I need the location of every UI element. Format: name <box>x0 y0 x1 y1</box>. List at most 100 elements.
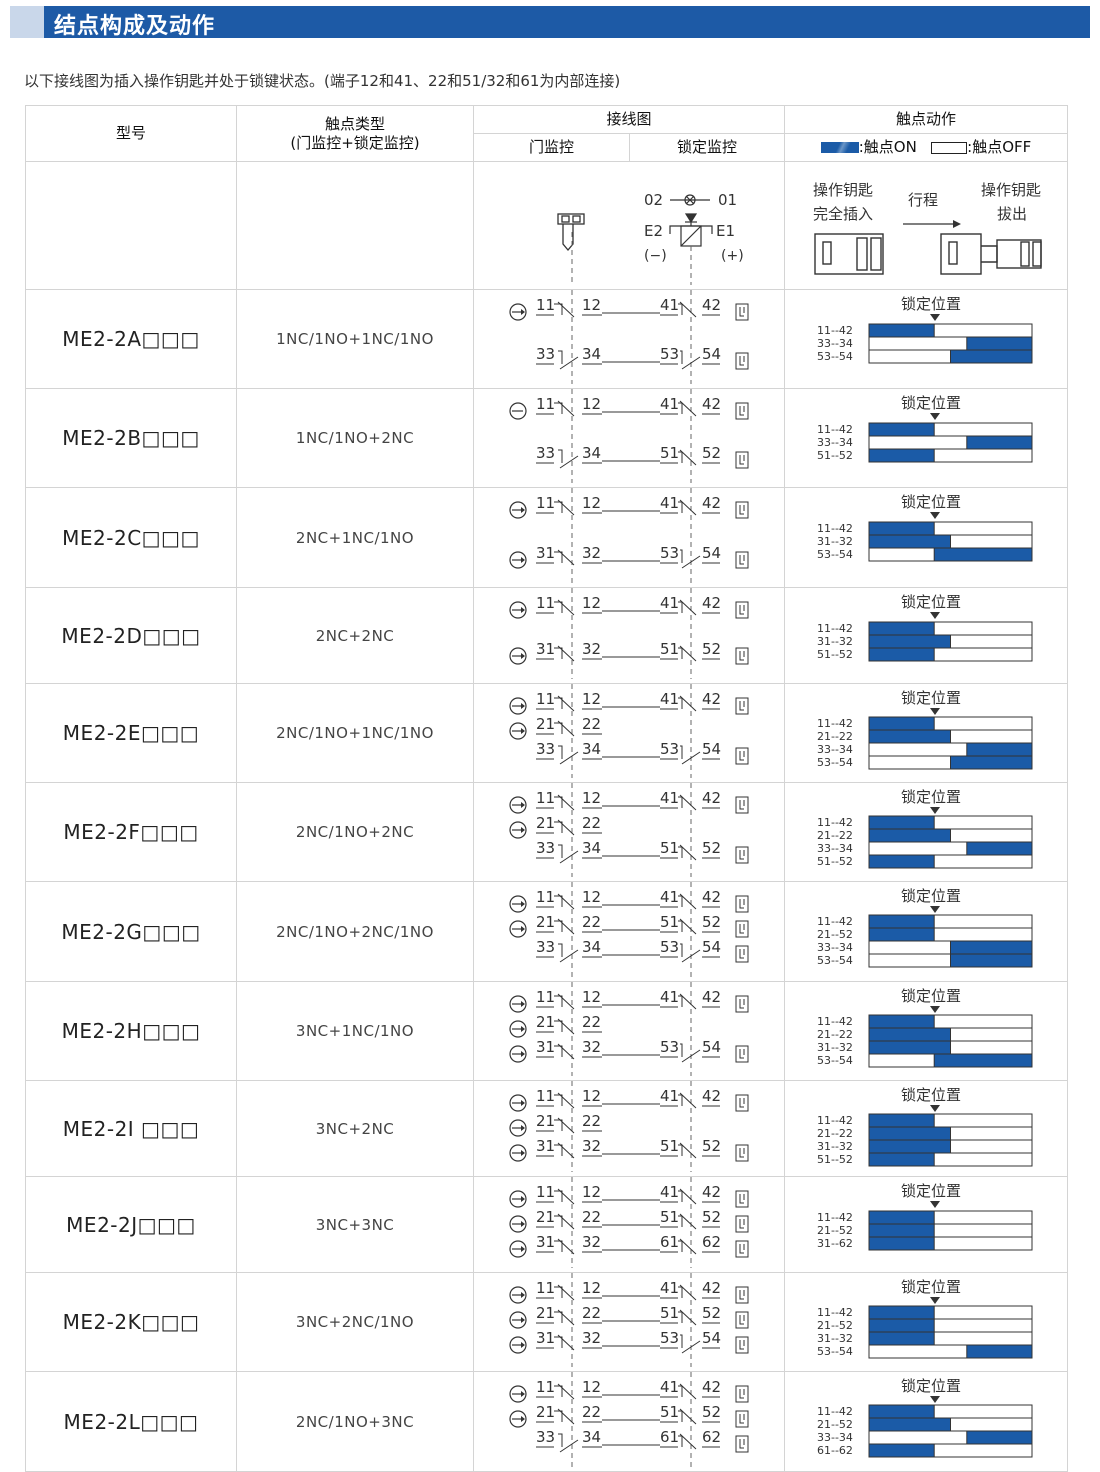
contact-pair-label: 11--42 <box>817 717 853 730</box>
header-wiring: 接线图 <box>472 105 786 134</box>
terminal-label: 12 <box>582 1183 601 1201</box>
direct-opening-icon <box>509 821 527 839</box>
nc-contact-symbol <box>554 1238 575 1255</box>
contact-type-cell: 2NC/1NO+2NC <box>236 782 474 882</box>
contact-on-bar <box>868 1040 952 1055</box>
terminal-label: 12 <box>582 395 601 413</box>
lock-position-label: 锁定位置 <box>901 1278 961 1296</box>
contact-pair-label: 21--22 <box>817 730 853 743</box>
section-title: 结点构成及动作 <box>54 14 216 39</box>
lock-contact-icon <box>735 945 749 963</box>
table-row: ME2-2F□□□ 2NC/1NO+2NC 11 12 41 42 21 22 33 34 51 52… <box>25 782 1069 882</box>
terminal-label: 51 <box>660 1137 679 1155</box>
contact-table: 型号 触点类型 (门监控+锁定监控) 接线图 触点动作 门监控 锁定监控 :触点… <box>25 105 1069 1472</box>
contact-pair-label: 21--52 <box>817 1224 853 1237</box>
contact-pair-label: 53--54 <box>817 1345 853 1358</box>
wiring-cell: 11 12 41 42 31 32 51 52 <box>472 587 786 684</box>
direct-opening-icon <box>509 1045 527 1063</box>
lock-position-marker <box>930 612 941 619</box>
nc-contact-symbol <box>554 1383 575 1400</box>
table-row: ME2-2C□□□ 2NC+1NC/1NO 11 12 41 42 31 32 53 54 锁定位置… <box>25 487 1069 588</box>
intro-text: 以下接线图为插入操作钥匙并处于锁键状态。(端子12和41、22和51/32和61… <box>24 72 621 90</box>
direct-opening-icon <box>509 1311 527 1329</box>
terminal-label: 33 <box>536 345 555 363</box>
nc-contact-symbol <box>554 645 575 662</box>
contact-on-bar <box>868 1113 935 1128</box>
terminal-label: 54 <box>702 740 721 758</box>
contact-pair-label: 33--34 <box>817 436 853 449</box>
terminal-label: 42 <box>702 395 721 413</box>
nc-contact-symbol <box>678 499 697 516</box>
terminal-label: 12 <box>582 1378 601 1396</box>
terminal-label: 31 <box>536 544 555 562</box>
terminal-label: 12 <box>582 296 601 314</box>
nc-contact-symbol <box>678 1433 697 1450</box>
direct-opening-icon <box>509 1240 527 1258</box>
lock-contact-icon <box>735 451 749 469</box>
contact-on-bar <box>868 323 935 338</box>
lock-contact-icon <box>735 697 749 715</box>
nc-contact-symbol <box>678 695 697 712</box>
model-cell: ME2-2K□□□ <box>25 1272 237 1372</box>
lock-position-marker <box>930 1006 941 1013</box>
title-accent <box>10 6 44 38</box>
contact-pair-label: 51--52 <box>817 449 853 462</box>
terminal-label: 11 <box>536 594 555 612</box>
term-01: 01 <box>718 191 737 209</box>
terminal-label: 62 <box>702 1233 721 1251</box>
nc-contact-symbol <box>678 918 697 935</box>
header-action: 触点动作 <box>784 105 1069 134</box>
contact-on-bar <box>933 547 1033 562</box>
terminal-label: 51 <box>660 913 679 931</box>
term-e2: E2 <box>644 222 663 240</box>
terminal-label: 22 <box>582 1403 601 1421</box>
wiring-diagram: 11 12 41 42 31 32 51 52 <box>509 588 749 679</box>
lock-position-marker <box>930 1396 941 1403</box>
contact-pair-label: 53--54 <box>817 1054 853 1067</box>
terminal-label: 32 <box>582 1137 601 1155</box>
lock-position-label: 锁定位置 <box>901 788 961 806</box>
action-cell: 锁定位置 11--42 21--52 33--34 53--54 <box>784 881 1069 982</box>
no-contact-symbol <box>680 745 701 765</box>
header-contact-type: 触点类型 (门监控+锁定监控) <box>236 105 474 162</box>
terminal-label: 11 <box>536 988 555 1006</box>
key-action-svg: 操作钥匙 完全插入 行程 操作钥匙 拔出 <box>813 181 1042 275</box>
contact-on-bar <box>966 742 1033 757</box>
terminal-label: 21 <box>536 1403 555 1421</box>
lock-position-marker <box>930 807 941 814</box>
lock-contact-icon <box>735 1385 749 1403</box>
terminal-label: 42 <box>702 1279 721 1297</box>
lock-contact-icon <box>735 601 749 619</box>
direct-opening-icon <box>509 1020 527 1038</box>
terminal-label: 34 <box>582 345 601 363</box>
terminal-label: 11 <box>536 1087 555 1105</box>
no-contact-symbol <box>558 745 579 765</box>
key-removed-icon <box>940 233 1042 275</box>
model-cell: ME2-2H□□□ <box>25 981 237 1081</box>
no-contact-symbol <box>558 449 579 469</box>
contact-pair-label: 51--52 <box>817 855 853 868</box>
terminal-label: 32 <box>582 1329 601 1347</box>
direct-opening-icon <box>509 601 527 619</box>
action-cell: 锁定位置 11--42 21--52 31--32 53--54 <box>784 1272 1069 1372</box>
table-row: ME2-2H□□□ 3NC+1NC/1NO 11 12 41 42 21 22 31 32 53 54… <box>25 981 1069 1081</box>
direct-opening-icon <box>509 796 527 814</box>
model-cell: ME2-2C□□□ <box>25 487 237 588</box>
key-icon <box>557 213 585 252</box>
model-cell: ME2-2J□□□ <box>25 1176 237 1273</box>
wiring-cell: 11 12 41 42 21 22 31 32 53 54 <box>472 981 786 1081</box>
wiring-cell: 11 12 41 42 21 22 51 52 31 32 61 62 <box>472 1176 786 1273</box>
terminal-label: 54 <box>702 1329 721 1347</box>
nc-contact-symbol <box>554 1117 575 1134</box>
terminal-label: 41 <box>660 789 679 807</box>
terminal-label: 33 <box>536 938 555 956</box>
lock-contact-icon <box>735 1094 749 1112</box>
nc-contact-symbol <box>678 1309 697 1326</box>
terminal-label: 41 <box>660 1279 679 1297</box>
contact-type-cell: 3NC+1NC/1NO <box>236 981 474 1081</box>
action-cell: 锁定位置 11--42 21--22 33--34 53--54 <box>784 683 1069 783</box>
